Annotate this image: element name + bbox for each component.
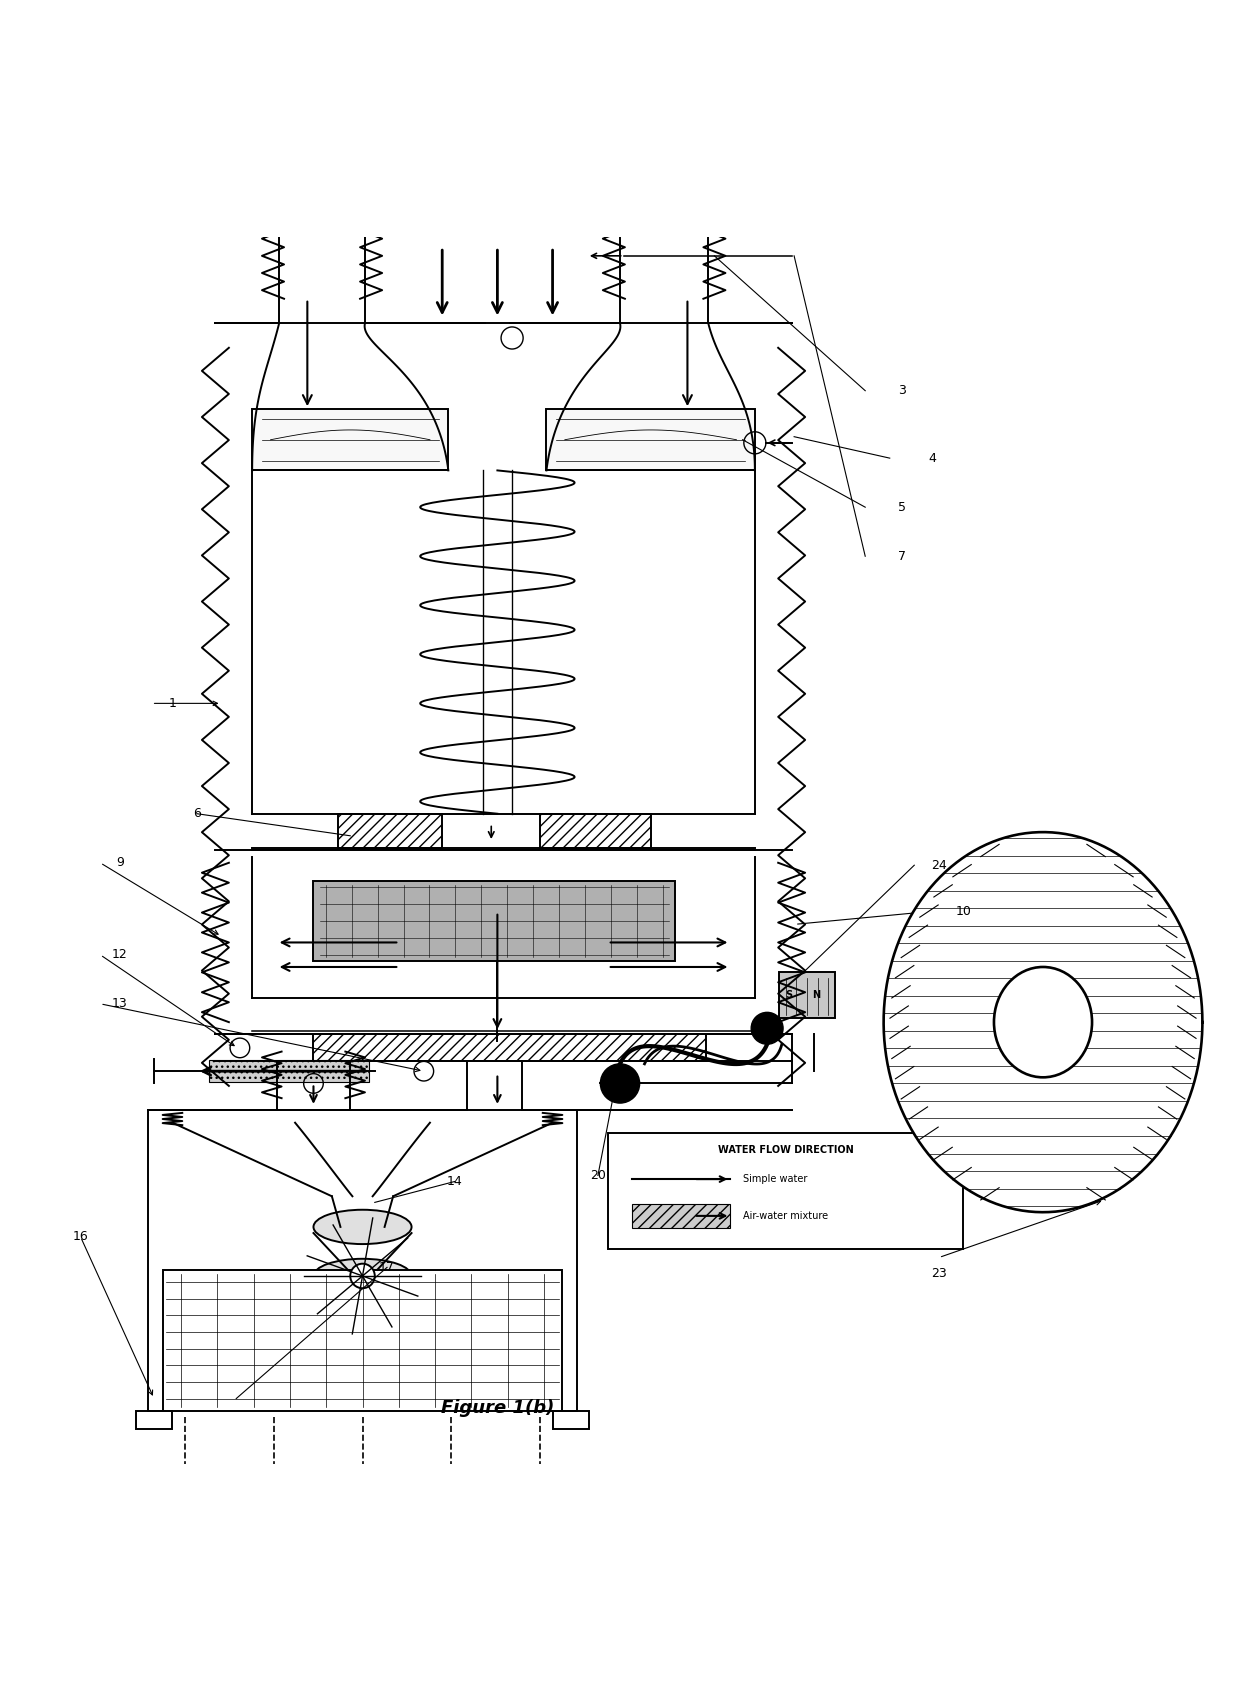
Bar (135, 1410, 172, 1429)
Bar (314, 881, 675, 961)
Bar (608, 1133, 963, 1249)
Text: 10: 10 (955, 905, 971, 919)
Bar (339, 813, 443, 849)
Polygon shape (884, 832, 1203, 1213)
Text: WATER FLOW DIRECTION: WATER FLOW DIRECTION (718, 1145, 853, 1155)
Text: Figure 1(b): Figure 1(b) (440, 1400, 554, 1417)
Bar (553, 1410, 589, 1429)
Bar (162, 1271, 563, 1410)
Bar (541, 813, 651, 849)
Text: 5: 5 (898, 500, 906, 514)
Text: 3: 3 (898, 384, 906, 398)
Text: 12: 12 (112, 947, 128, 961)
Text: Air-water mixture: Air-water mixture (743, 1211, 828, 1221)
Text: 9: 9 (115, 856, 124, 869)
Bar (780, 971, 835, 1019)
Ellipse shape (994, 966, 1092, 1077)
Text: 20: 20 (590, 1169, 606, 1182)
Text: 4: 4 (929, 452, 936, 464)
Text: 13: 13 (112, 997, 128, 1010)
Text: 1: 1 (169, 697, 176, 709)
Bar (632, 1204, 730, 1228)
Text: S: S (786, 990, 792, 1000)
Text: N: N (812, 990, 820, 1000)
Text: 23: 23 (931, 1267, 946, 1281)
Bar (252, 410, 449, 471)
Text: 17: 17 (379, 1260, 396, 1274)
Circle shape (350, 1264, 374, 1288)
Text: 6: 6 (193, 808, 201, 820)
Bar (547, 410, 755, 471)
Text: 7: 7 (898, 549, 906, 563)
Text: 16: 16 (73, 1230, 88, 1243)
Circle shape (751, 1012, 784, 1044)
Text: 14: 14 (446, 1175, 463, 1187)
Ellipse shape (314, 1259, 412, 1293)
Text: Simple water: Simple water (743, 1174, 807, 1184)
Bar (314, 1034, 706, 1061)
Bar (210, 1060, 368, 1082)
Circle shape (600, 1063, 640, 1102)
Text: 24: 24 (931, 859, 946, 871)
Ellipse shape (314, 1209, 412, 1243)
